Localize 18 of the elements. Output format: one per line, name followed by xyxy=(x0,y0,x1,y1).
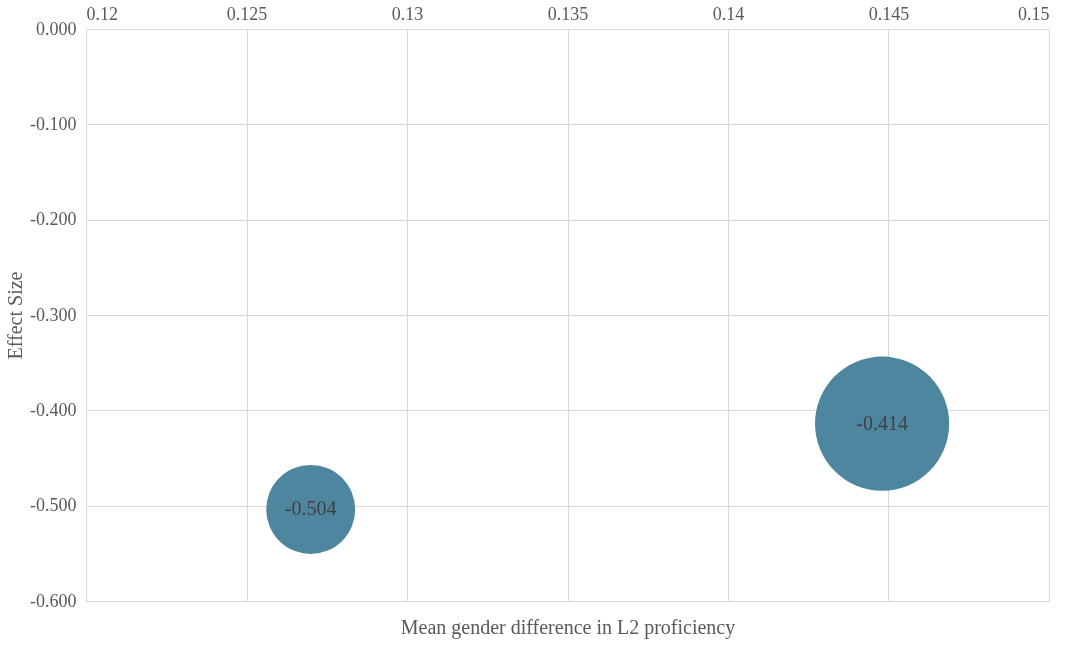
x-tick-label: 0.14 xyxy=(712,3,745,24)
y-tick-label: -0.100 xyxy=(30,113,77,134)
y-tick-label: -0.400 xyxy=(30,399,77,420)
x-tick-label: 0.145 xyxy=(868,3,910,24)
data-label: -0.504 xyxy=(284,497,337,520)
x-axis-title: Mean gender difference in L2 proficiency xyxy=(400,615,736,639)
y-tick-label: -0.600 xyxy=(30,590,77,611)
x-tick-label: 0.125 xyxy=(226,3,268,24)
y-axis-title: Effect Size xyxy=(4,271,27,360)
x-tick-label: 0.12 xyxy=(86,3,118,24)
x-tick-label: 0.15 xyxy=(1018,3,1050,24)
data-label: -0.414 xyxy=(856,411,908,434)
x-tick-label: 0.13 xyxy=(391,3,424,24)
x-tick-label: 0.135 xyxy=(547,3,589,24)
y-tick-label: -0.300 xyxy=(30,304,77,325)
y-tick-label: -0.500 xyxy=(30,495,77,516)
y-tick-label: -0.200 xyxy=(30,209,77,230)
y-tick-label: 0.000 xyxy=(36,18,77,39)
